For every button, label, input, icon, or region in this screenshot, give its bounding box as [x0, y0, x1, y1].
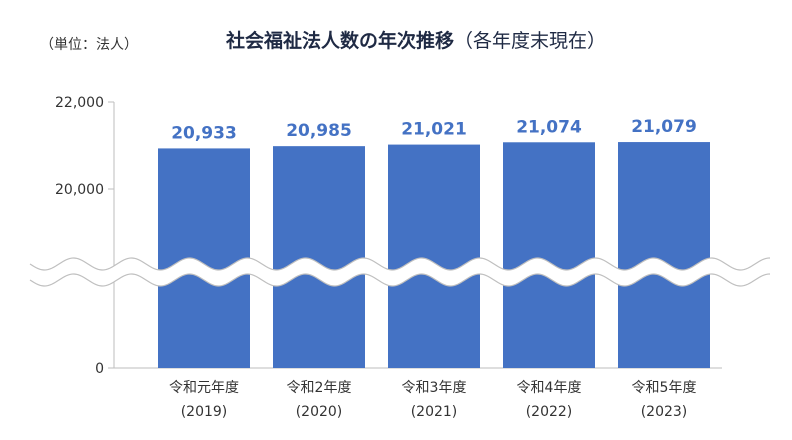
x-tick-label-3: 令和4年度 [517, 380, 582, 396]
y-tick-label-0: 22,000 [55, 95, 104, 111]
data-label-4: 21,079 [631, 117, 697, 137]
x-tick-year-3: (2022) [526, 404, 573, 420]
x-tick-label-2: 令和3年度 [402, 380, 467, 396]
data-label-1: 20,985 [286, 121, 352, 141]
data-label-2: 21,021 [401, 120, 467, 140]
x-tick-year-0: (2019) [181, 404, 228, 420]
x-tick-label-0: 令和元年度 [169, 380, 239, 396]
x-tick-label-4: 令和5年度 [632, 380, 697, 396]
axis-break-band [30, 258, 770, 286]
x-tick-year-4: (2023) [641, 404, 688, 420]
chart-subtitle: （各年度末現在） [454, 30, 607, 52]
axis-break-line-top [29, 257, 771, 271]
x-tick-year-2: (2021) [411, 404, 458, 420]
chart-title: 社会福祉法人数の年次推移 [225, 30, 454, 52]
y-tick-label-1: 20,000 [55, 182, 104, 198]
unit-label: （単位：法人） [40, 37, 138, 53]
x-tick-label-1: 令和2年度 [287, 380, 352, 396]
bar-3 [503, 142, 595, 368]
chart-title-block: 社会福祉法人数の年次推移（各年度末現在） [0, 26, 792, 53]
bar-2 [388, 144, 480, 368]
axis-break-line-bottom [29, 273, 771, 287]
data-label-0: 20,933 [171, 123, 237, 143]
x-tick-year-1: (2020) [296, 404, 343, 420]
bar-1 [273, 146, 365, 368]
bar-0 [158, 148, 250, 368]
y-tick-label-2: 0 [95, 361, 104, 377]
data-label-3: 21,074 [516, 117, 582, 137]
bar-4 [618, 142, 710, 368]
